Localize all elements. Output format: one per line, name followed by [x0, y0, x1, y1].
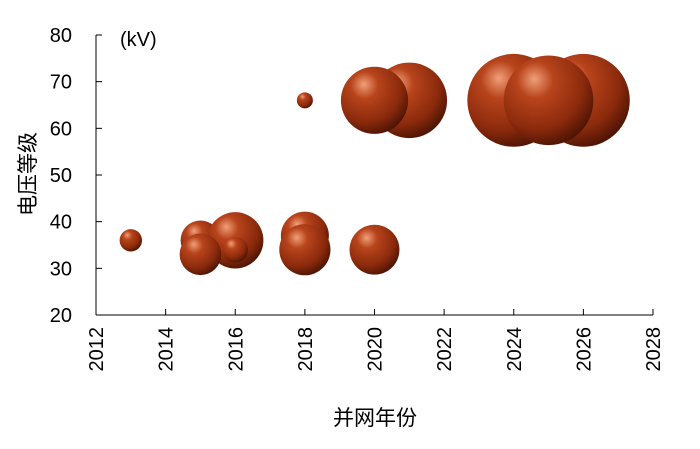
x-axis-title: 并网年份 [333, 406, 417, 430]
bubble-point [279, 224, 331, 276]
x-tick-label: 2018 [295, 327, 317, 372]
bubble-series [119, 53, 630, 276]
x-tick-label: 2016 [225, 327, 247, 372]
bubble-point [296, 92, 313, 109]
x-tick-label: 2012 [86, 327, 108, 372]
bubble-point [179, 233, 222, 276]
x-tick-label: 2026 [573, 327, 595, 372]
y-axis-title: 电压等级 [16, 132, 40, 216]
x-tick-label: 2022 [434, 327, 456, 372]
x-tick-label: 2028 [643, 327, 665, 372]
x-tick-label: 2020 [365, 327, 387, 372]
y-tick-label: 60 [50, 118, 72, 140]
y-tick-label: 80 [50, 25, 72, 47]
y-tick-label: 30 [50, 258, 72, 280]
y-tick-label: 40 [50, 212, 72, 234]
x-tick-label: 2014 [156, 327, 178, 372]
axes: 20 30 40 50 60 70 80 2012 2014 2016 2018 2020 2022 20… [50, 25, 665, 372]
x-tick-label: 2024 [504, 327, 526, 372]
bubble-point [349, 224, 400, 275]
y-tick-label: 70 [50, 72, 72, 94]
unit-label: (kV) [120, 29, 157, 51]
bubble-point [222, 236, 249, 263]
bubble-point [119, 229, 143, 252]
bubble-point [340, 66, 409, 134]
bubble-point [503, 55, 594, 146]
y-tick-label: 20 [50, 305, 72, 327]
y-tick-label: 50 [50, 165, 72, 187]
